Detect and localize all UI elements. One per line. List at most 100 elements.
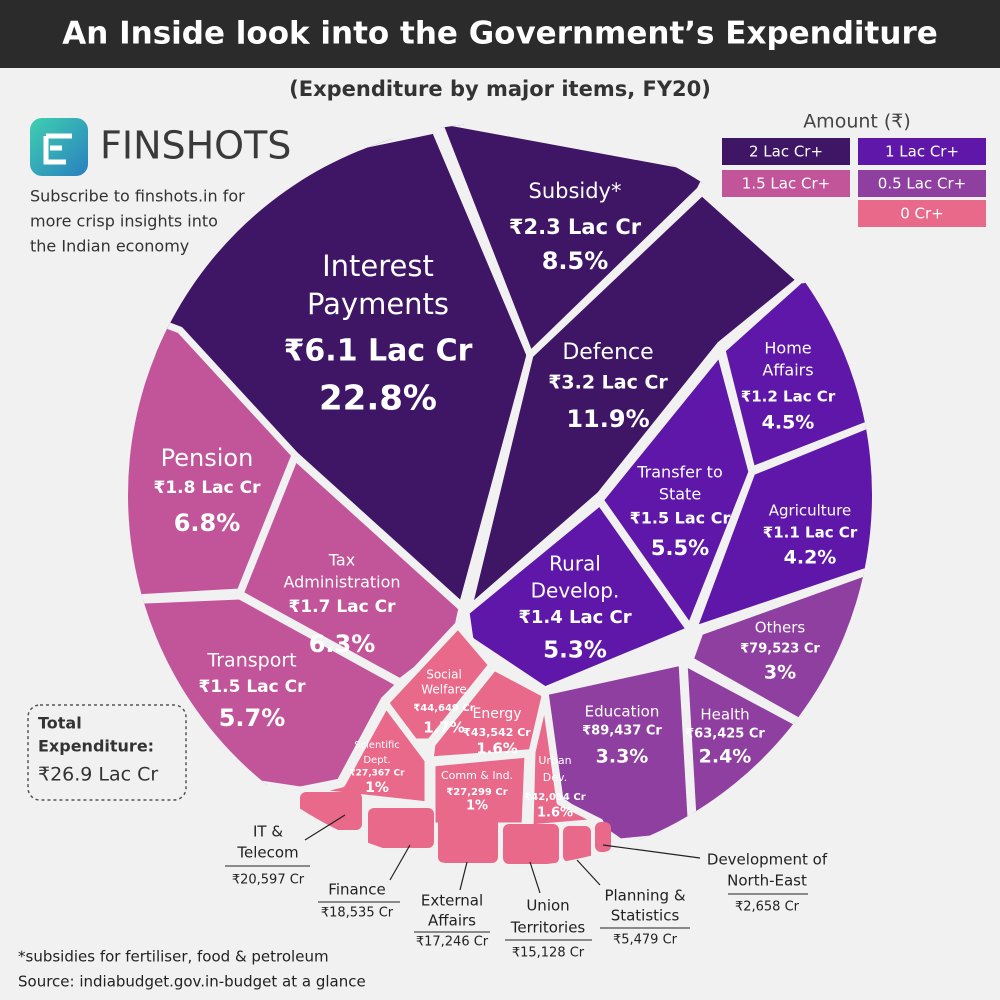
callout-amount: ₹20,597 Cr xyxy=(232,873,305,888)
cell-name: Others xyxy=(755,619,806,637)
cell-share: 5.7% xyxy=(219,704,286,732)
callout-amount: ₹2,658 Cr xyxy=(735,900,800,915)
legend-swatch xyxy=(722,170,850,197)
cell-amount: ₹2.3 Lac Cr xyxy=(509,215,642,239)
cell-amount: ₹27,367 Cr xyxy=(349,769,405,779)
cell-name: Subsidy* xyxy=(528,179,621,203)
cell-name: Interest xyxy=(322,249,434,283)
cell-share: 5.3% xyxy=(543,638,607,664)
leader-line xyxy=(389,844,411,881)
cell-name: Energy xyxy=(472,706,521,722)
cell-name: Welfare xyxy=(421,683,467,697)
callout-name: Statistics xyxy=(611,907,680,925)
cell-name: Payments xyxy=(307,287,449,321)
total-box xyxy=(27,704,187,801)
cell-share: 4.5% xyxy=(762,412,815,434)
footnote: Source: indiabudget.gov.in-budget at a g… xyxy=(18,973,366,991)
callout-name: External xyxy=(421,892,483,910)
cell-amount: ₹1.7 Lac Cr xyxy=(288,597,396,617)
callout-cell xyxy=(503,824,559,864)
cell-amount: ₹3.2 Lac Cr xyxy=(548,372,668,394)
callout-name: Finance xyxy=(328,881,385,899)
header-band xyxy=(0,0,1000,68)
cell-name: Dept. xyxy=(363,755,390,766)
cell-share: 3% xyxy=(764,662,796,684)
cell-name: Dev. xyxy=(543,771,567,784)
subtitle: (Expenditure by major items, FY20) xyxy=(289,77,711,101)
cell-amount: ₹1.2 Lac Cr xyxy=(741,388,836,406)
callout-name: North-East xyxy=(727,872,807,890)
callout-cell xyxy=(438,818,498,863)
cell-share: 1% xyxy=(365,780,389,796)
cell-amount: ₹43,542 Cr xyxy=(463,726,531,739)
cell xyxy=(526,692,604,832)
callout-name: Development of xyxy=(707,851,828,869)
legend-label: 0 Cr+ xyxy=(900,205,944,223)
callout-name: Union xyxy=(526,897,569,915)
cell-share: 8.5% xyxy=(542,247,609,275)
cell-share: 1% xyxy=(466,799,488,814)
callout-amount: ₹15,128 Cr xyxy=(512,946,585,961)
cell-amount: ₹1.4 Lac Cr xyxy=(518,607,631,628)
cell-amount: ₹79,523 Cr xyxy=(740,642,820,657)
cell-share: 22.8% xyxy=(319,379,437,419)
cell-share: 2.4% xyxy=(699,746,752,768)
cell-amount: ₹63,425 Cr xyxy=(685,727,765,742)
cell-amount: ₹27,299 Cr xyxy=(446,787,507,798)
footnote: *subsidies for fertiliser, food & petrol… xyxy=(18,948,329,966)
tagline: the Indian economy xyxy=(30,237,189,256)
cell-amount: ₹6.1 Lac Cr xyxy=(284,334,473,369)
callout-cell xyxy=(563,826,591,862)
title: An Inside look into the Government’s Exp… xyxy=(62,16,938,52)
cell-name: Health xyxy=(700,706,749,724)
legend-label: 0.5 Lac Cr+ xyxy=(878,175,966,193)
leader-line xyxy=(304,814,346,841)
callout-name: IT & xyxy=(253,823,283,841)
legend-swatch xyxy=(858,200,986,227)
cell-amount: ₹1.5 Lac Cr xyxy=(630,509,731,528)
legend-label: 1 Lac Cr+ xyxy=(885,143,959,161)
cell-share: 6.8% xyxy=(174,509,241,537)
callout-amount: ₹17,246 Cr xyxy=(416,935,489,950)
cell-name: Agriculture xyxy=(769,502,852,520)
total-value: ₹26.9 Lac Cr xyxy=(38,764,158,786)
cell-name: Tax xyxy=(328,551,355,570)
legend-label: 2 Lac Cr+ xyxy=(749,143,823,161)
cell-share: 1.7% xyxy=(423,719,465,737)
cell-name: Administration xyxy=(283,573,400,592)
cell-amount: ₹1.5 Lac Cr xyxy=(198,677,306,697)
total-label: Total xyxy=(38,714,82,733)
brand-name: FINSHOTS xyxy=(100,124,291,168)
cell-name: Transfer to xyxy=(636,463,722,482)
leader-line xyxy=(602,844,701,859)
cell-name: Develop. xyxy=(531,579,620,603)
cell-share: 1.6% xyxy=(476,740,518,758)
cell-name: Comm & Ind. xyxy=(441,769,513,782)
leader-line xyxy=(576,859,601,886)
cell-amount: ₹1.8 Lac Cr xyxy=(153,478,261,498)
tagline: more crisp insights into xyxy=(30,212,218,231)
legend-swatch xyxy=(858,170,986,197)
legend-swatch xyxy=(722,138,850,165)
cell-name: Transport xyxy=(206,650,296,672)
legend-label: 1.5 Lac Cr+ xyxy=(742,175,830,193)
leader-line xyxy=(459,861,468,891)
callout-amount: ₹18,535 Cr xyxy=(321,906,394,921)
cell-amount: ₹1.1 Lac Cr xyxy=(763,524,858,542)
cell-share: 1.6% xyxy=(537,806,573,821)
cell-name: Rural xyxy=(549,552,601,576)
cell-amount: ₹44,649 Cr xyxy=(413,703,474,714)
legend-swatch xyxy=(858,138,986,165)
cell-name: State xyxy=(659,485,701,504)
callout-name: Planning & xyxy=(604,887,685,905)
cell-amount: ₹42,054 Cr xyxy=(524,792,585,803)
logo-glyph xyxy=(43,133,72,165)
cell-name: Education xyxy=(585,703,660,721)
cell-amount: ₹89,437 Cr xyxy=(582,724,662,739)
cell-name: Affairs xyxy=(762,361,813,380)
callout-name: Territories xyxy=(510,919,586,937)
cell-share: 5.5% xyxy=(651,536,709,560)
callout-amount: ₹5,479 Cr xyxy=(613,933,678,948)
cell-share: 4.2% xyxy=(784,547,837,569)
